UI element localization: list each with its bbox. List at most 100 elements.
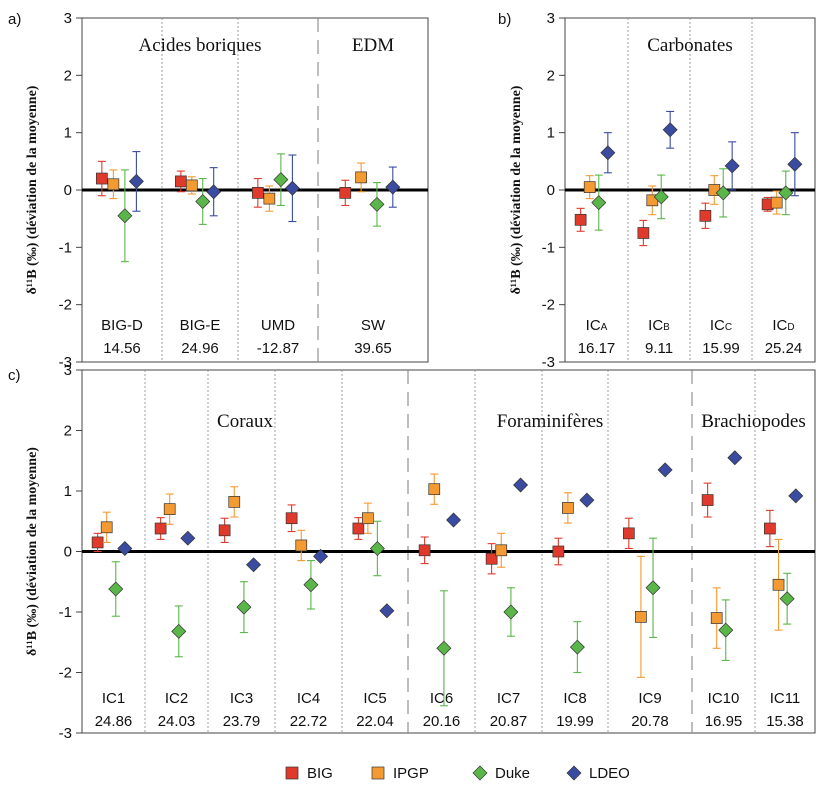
point-duke <box>719 623 733 637</box>
category-label: IC10 <box>708 690 740 707</box>
category-label: ICD <box>772 317 794 334</box>
point-duke <box>196 194 210 208</box>
point-ipgp <box>356 172 367 183</box>
legend-label: LDEO <box>589 765 630 782</box>
panel-b: 3210-1-2-3b)δ¹¹B (‰) (déviation de la mo… <box>498 10 815 371</box>
category-value: 16.95 <box>705 713 743 730</box>
y-axis-label: δ¹¹B (‰) (déviation de la moyenne) <box>25 447 40 656</box>
category-label: ICB <box>648 317 670 334</box>
category-value: 24.86 <box>95 713 133 730</box>
panel-a: 3 2 1 0 -1 -2 -3 a) δ¹¹B (‰) (déviation de la mo… <box>8 10 428 371</box>
category-label-text: IC <box>586 317 601 334</box>
category-value: 39.65 <box>354 340 392 357</box>
point-ipgp <box>296 540 307 551</box>
category-value: 24.03 <box>158 713 196 730</box>
point-big <box>286 513 297 524</box>
point-ipgp <box>773 579 784 590</box>
group-title: EDM <box>352 35 394 56</box>
point-duke <box>109 582 123 596</box>
category-value: 16.17 <box>578 340 616 357</box>
point-duke <box>437 641 451 655</box>
point-ipgp <box>186 180 197 191</box>
category-label: IC3 <box>230 690 253 707</box>
point-big <box>623 528 634 539</box>
y-tick-label: 0 <box>64 182 72 199</box>
point-ldeo <box>663 123 677 137</box>
group-title: Brachiopodes <box>701 411 805 432</box>
point-big <box>702 495 713 506</box>
point-big <box>575 214 586 225</box>
y-tick-label: 1 <box>547 125 555 142</box>
category-label: IC8 <box>563 690 586 707</box>
point-ldeo <box>788 157 802 171</box>
category-label-text: IC <box>772 317 787 334</box>
y-tick-label: 3 <box>64 362 72 379</box>
point-ipgp <box>229 496 240 507</box>
point-ipgp <box>635 611 646 622</box>
category-value: 14.56 <box>103 340 141 357</box>
point-ldeo <box>118 541 132 555</box>
point-ldeo <box>181 531 195 545</box>
point-duke <box>504 605 518 619</box>
y-tick-label: -1 <box>542 239 555 256</box>
category-value: 22.04 <box>356 713 394 730</box>
y-tick-label: 2 <box>64 67 72 84</box>
panel-label: a) <box>8 11 21 28</box>
point-ipgp <box>429 484 440 495</box>
group-title: Coraux <box>217 411 273 432</box>
point-ipgp <box>264 193 275 204</box>
point-big <box>155 523 166 534</box>
category-subscript: C <box>725 322 732 333</box>
category-label: SW <box>361 317 386 334</box>
point-ipgp <box>101 522 112 533</box>
point-big <box>219 525 230 536</box>
category-value: -12.87 <box>257 340 300 357</box>
y-tick-label: 1 <box>64 483 72 500</box>
point-ldeo <box>247 558 261 572</box>
point-ldeo <box>601 146 615 160</box>
point-duke <box>592 196 606 210</box>
panel-label: b) <box>498 11 511 28</box>
point-ldeo <box>658 463 672 477</box>
y-tick-label: 0 <box>64 544 72 561</box>
category-value: 19.99 <box>556 713 594 730</box>
category-label: IC6 <box>430 690 453 707</box>
point-ipgp <box>496 545 507 556</box>
point-ldeo <box>380 604 394 618</box>
category-label: ICA <box>586 317 608 334</box>
point-ldeo <box>514 478 528 492</box>
point-duke <box>118 209 132 223</box>
point-duke <box>304 578 318 592</box>
y-tick-label: 2 <box>547 67 555 84</box>
category-label: IC4 <box>297 690 320 707</box>
y-tick-label: -2 <box>59 297 72 314</box>
y-tick-label: 1 <box>64 125 72 142</box>
panel-label: c) <box>8 367 21 384</box>
category-value: 23.79 <box>223 713 261 730</box>
category-label-text: IC <box>710 317 725 334</box>
y-axis-label: δ¹¹B (‰) (déviation de la moyenne) <box>25 85 40 294</box>
point-big <box>419 545 430 556</box>
point-big <box>175 176 186 187</box>
point-duke <box>780 592 794 606</box>
point-big <box>638 228 649 239</box>
y-tick-label: 3 <box>64 10 72 27</box>
point-ldeo <box>386 180 400 194</box>
category-value: 20.87 <box>490 713 528 730</box>
legend-marker-big <box>286 767 298 779</box>
point-ldeo <box>447 513 461 527</box>
category-label: BIG-D <box>101 317 143 334</box>
category-subscript: A <box>601 322 608 333</box>
category-value: 20.16 <box>423 713 461 730</box>
point-ldeo <box>285 181 299 195</box>
y-tick-label: -1 <box>59 604 72 621</box>
point-ipgp <box>771 197 782 208</box>
point-duke <box>274 173 288 187</box>
legend-label: Duke <box>495 765 530 782</box>
y-tick-label: -3 <box>542 354 555 371</box>
group-title: Acides boriques <box>139 35 262 56</box>
category-value: 15.99 <box>702 340 740 357</box>
point-ipgp <box>584 182 595 193</box>
legend-marker-duke <box>473 766 487 780</box>
category-value: 22.72 <box>290 713 328 730</box>
